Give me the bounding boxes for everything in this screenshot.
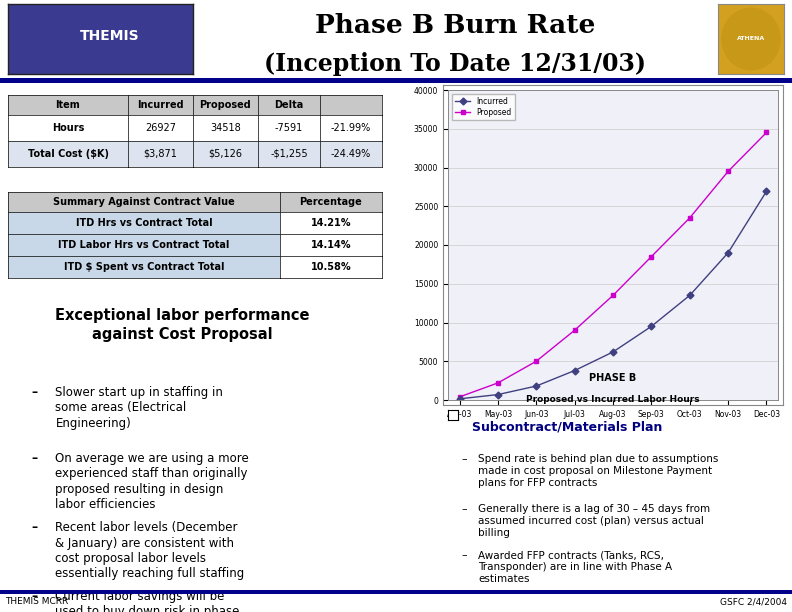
Legend: Incurred, Proposed: Incurred, Proposed [451,94,515,120]
Circle shape [722,8,780,70]
Text: GSFC 2/4/2004: GSFC 2/4/2004 [720,597,787,606]
Text: Total Cost ($K): Total Cost ($K) [28,149,109,159]
Text: Generally there is a lag of 30 – 45 days from
assumed incurred cost (plan) versu: Generally there is a lag of 30 – 45 days… [478,504,710,538]
Text: PHASE B: PHASE B [589,373,637,383]
Text: Phase B Burn Rate: Phase B Burn Rate [314,13,595,38]
Text: Exceptional labor performance
against Cost Proposal: Exceptional labor performance against Co… [55,308,310,341]
Text: 34518: 34518 [210,123,241,133]
Text: 14.21%: 14.21% [310,218,351,228]
Text: Summary Against Contract Value: Summary Against Contract Value [53,197,235,207]
Text: –: – [32,521,38,534]
Text: Delta: Delta [274,100,303,110]
Text: ATHENA: ATHENA [737,37,765,42]
Text: Proposed: Proposed [200,100,251,110]
Text: ITD Labor Hrs vs Contract Total: ITD Labor Hrs vs Contract Total [59,240,230,250]
Text: $5,126: $5,126 [208,149,242,159]
Text: THEMIS: THEMIS [80,29,139,42]
Text: THEMIS MCRR: THEMIS MCRR [5,597,68,606]
Text: Item: Item [55,100,80,110]
Text: 26927: 26927 [145,123,176,133]
Text: Current labor savings will be
used to buy down risk in phase
C/D: Current labor savings will be used to bu… [55,590,240,612]
Text: –: – [462,504,467,514]
Text: ITD Hrs vs Contract Total: ITD Hrs vs Contract Total [76,218,212,228]
Text: -21.99%: -21.99% [331,123,371,133]
Text: -7591: -7591 [275,123,303,133]
Text: 14.14%: 14.14% [310,240,351,250]
Text: –: – [462,454,467,464]
Text: Spend rate is behind plan due to assumptions
made in cost proposal on Milestone : Spend rate is behind plan due to assumpt… [478,454,718,488]
Text: –: – [32,452,38,465]
Text: –: – [32,590,38,603]
Text: Awarded FFP contracts (Tanks, RCS,
Transponder) are in line with Phase A
estimat: Awarded FFP contracts (Tanks, RCS, Trans… [478,550,672,584]
Text: –: – [462,550,467,560]
Text: 10.58%: 10.58% [310,262,352,272]
Text: Percentage: Percentage [299,197,363,207]
Text: -24.49%: -24.49% [331,149,371,159]
Text: Hours: Hours [51,123,84,133]
Text: Subcontract/Materials Plan: Subcontract/Materials Plan [471,420,662,434]
Text: Proposed vs Incurred Labor Hours: Proposed vs Incurred Labor Hours [526,395,700,405]
Text: Recent labor levels (December
& January) are consistent with
cost proposal labor: Recent labor levels (December & January)… [55,521,245,581]
Text: Incurred: Incurred [137,100,184,110]
Text: ITD $ Spent vs Contract Total: ITD $ Spent vs Contract Total [63,262,224,272]
Text: –: – [32,386,38,399]
Text: (Inception To Date 12/31/03): (Inception To Date 12/31/03) [264,53,646,76]
Text: -$1,255: -$1,255 [270,149,308,159]
Text: $3,871: $3,871 [143,149,177,159]
Text: Slower start up in staffing in
some areas (Electrical
Engineering): Slower start up in staffing in some area… [55,386,223,430]
Text: On average we are using a more
experienced staff than originally
proposed result: On average we are using a more experienc… [55,452,249,512]
